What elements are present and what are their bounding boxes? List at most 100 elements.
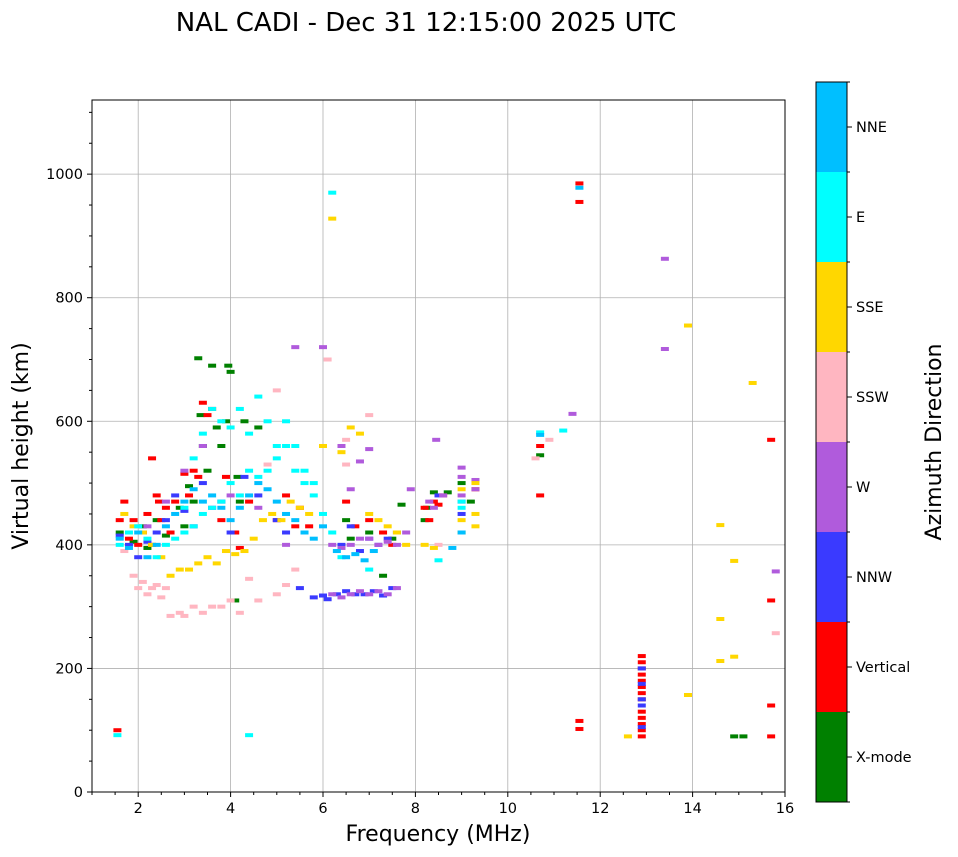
x-tick-label: 10 xyxy=(499,801,517,817)
data-point-w xyxy=(365,447,374,452)
data-point-w xyxy=(346,592,355,597)
data-point-nne xyxy=(360,558,369,563)
data-point-nnw xyxy=(637,666,646,671)
data-point-xmode xyxy=(233,474,242,479)
data-point-xmode xyxy=(420,518,429,523)
data-point-vertical xyxy=(429,499,438,504)
colorbar-segment xyxy=(816,532,847,622)
data-point-e xyxy=(263,419,272,424)
data-point-vertical xyxy=(245,499,254,504)
data-point-w xyxy=(180,468,189,473)
data-point-nnw xyxy=(180,508,189,513)
data-point-sse xyxy=(258,518,267,523)
data-point-nnw xyxy=(383,536,392,541)
data-point-vertical xyxy=(637,691,646,696)
data-point-sse xyxy=(471,481,480,486)
data-point-ssw xyxy=(245,576,254,581)
data-point-e xyxy=(189,524,198,529)
data-point-ssw xyxy=(120,549,129,554)
data-point-ssw xyxy=(545,437,554,442)
data-point-sse xyxy=(240,549,249,554)
data-point-nnw xyxy=(346,524,355,529)
data-point-nne xyxy=(351,552,360,557)
data-point-e xyxy=(328,530,337,535)
data-point-ssw xyxy=(342,462,351,467)
data-point-nnw xyxy=(226,530,235,535)
data-point-e xyxy=(208,406,217,411)
data-point-e xyxy=(337,555,346,560)
data-point-vertical xyxy=(575,199,584,204)
data-point-nne xyxy=(245,493,254,498)
data-point-w xyxy=(374,589,383,594)
data-point-xmode xyxy=(203,468,212,473)
data-point-xmode xyxy=(224,363,233,368)
colorbar: X-mode Vertical NNW W SSW SSE E NNE xyxy=(815,81,912,803)
y-tick-label: 600 xyxy=(55,414,83,430)
data-point-w xyxy=(457,474,466,479)
colorbar-label: X-mode xyxy=(856,750,912,766)
data-point-nnw xyxy=(369,589,378,594)
data-point-w xyxy=(383,592,392,597)
data-point-nnw xyxy=(342,589,351,594)
data-point-nnw xyxy=(355,549,364,554)
data-point-sse xyxy=(138,530,147,535)
data-point-w xyxy=(355,536,364,541)
data-point-sse xyxy=(319,444,327,448)
data-point-w xyxy=(198,444,207,448)
data-point-vertical xyxy=(767,734,776,739)
data-point-w xyxy=(161,499,170,504)
data-point-vertical xyxy=(767,437,776,442)
data-point-xmode xyxy=(457,481,466,486)
data-point-sse xyxy=(730,558,739,563)
data-point-sse xyxy=(402,542,411,547)
data-point-w xyxy=(402,530,411,535)
data-point-xmode xyxy=(346,536,355,541)
data-point-vertical xyxy=(637,709,646,714)
data-point-w xyxy=(337,545,346,550)
data-point-e xyxy=(282,444,291,448)
data-point-e xyxy=(536,430,545,435)
data-point-nne xyxy=(291,518,300,523)
data-point-vertical xyxy=(143,511,152,516)
data-point-e xyxy=(235,493,244,498)
data-point-e xyxy=(180,505,189,510)
data-point-vertical xyxy=(180,471,189,476)
data-point-xmode xyxy=(217,444,226,448)
data-point-xmode xyxy=(180,524,189,529)
data-point-nne xyxy=(263,487,272,492)
data-point-xmode xyxy=(138,524,147,529)
data-point-vertical xyxy=(113,728,122,733)
data-point-nnw xyxy=(388,586,397,591)
data-point-e xyxy=(198,511,207,516)
y-axis-label: Virtual height (km) xyxy=(9,342,34,549)
data-point-w xyxy=(282,542,291,547)
data-point-ssw xyxy=(342,437,351,442)
data-point-w xyxy=(392,586,401,591)
data-point-ssw xyxy=(148,586,157,591)
data-point-sse xyxy=(175,567,184,572)
data-point-vertical xyxy=(637,678,646,683)
data-point-xmode xyxy=(208,363,217,368)
colorbar-label: E xyxy=(856,210,865,226)
data-point-w xyxy=(383,539,392,544)
data-point-vertical xyxy=(767,703,776,708)
data-point-e xyxy=(272,456,281,461)
data-point-nne xyxy=(124,545,133,550)
data-point-w xyxy=(337,444,346,448)
data-point-xmode xyxy=(143,545,152,550)
colorbar-label: NNE xyxy=(856,120,887,136)
data-point-e xyxy=(113,733,122,738)
data-point-vertical xyxy=(420,505,429,510)
data-point-ssw xyxy=(129,573,138,578)
data-point-ssw xyxy=(208,604,217,609)
data-point-w xyxy=(365,592,374,597)
data-point-sse xyxy=(328,216,337,221)
chart-title: NAL CADI - Dec 31 12:15:00 2025 UTC xyxy=(176,8,676,38)
data-point-e xyxy=(198,431,207,436)
data-point-nne xyxy=(226,518,235,523)
data-point-vertical xyxy=(767,598,776,603)
data-point-nnw xyxy=(351,592,360,597)
data-point-w xyxy=(392,542,401,547)
data-point-w xyxy=(365,536,374,541)
